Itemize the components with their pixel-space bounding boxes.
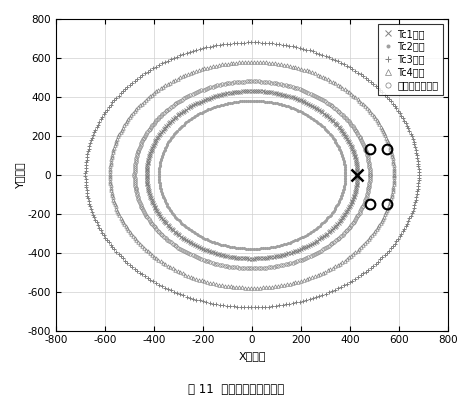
Tc1轨迹 xyxy=(355,172,360,177)
Tc4轨迹 xyxy=(133,238,139,243)
Tc2轨迹 xyxy=(180,222,185,226)
Tc3轨迹 xyxy=(124,260,130,265)
Tc4轨迹 xyxy=(392,172,397,177)
Tc1轨迹 xyxy=(249,89,254,94)
Tc1轨迹 xyxy=(339,216,345,221)
Line: 机器人中心轨迹: 机器人中心轨迹 xyxy=(133,80,371,270)
机器人中心轨迹 xyxy=(249,266,254,271)
Tc2轨迹 xyxy=(342,172,348,177)
机器人中心轨迹 xyxy=(154,227,159,232)
Tc4轨迹 xyxy=(333,264,338,269)
Tc3轨迹 xyxy=(114,249,119,254)
Tc4轨迹 xyxy=(391,170,397,175)
Tc1轨迹 xyxy=(311,240,316,245)
Legend: Tc1轨迹, Tc2轨迹, Tc3轨迹, Tc4轨迹, 机器人中心轨迹: Tc1轨迹, Tc2轨迹, Tc3轨迹, Tc4轨迹, 机器人中心轨迹 xyxy=(378,24,443,95)
Tc4轨迹 xyxy=(132,236,138,241)
Line: Tc1轨迹: Tc1轨迹 xyxy=(145,89,359,260)
机器人中心轨迹 xyxy=(367,172,373,177)
机器人中心轨迹 xyxy=(161,234,167,239)
Tc4轨迹 xyxy=(371,231,377,236)
Tc4轨迹 xyxy=(248,285,254,290)
Tc1轨迹 xyxy=(162,220,168,224)
X-axis label: X－距离: X－距离 xyxy=(238,351,266,361)
Line: Tc2轨迹: Tc2轨迹 xyxy=(157,99,347,250)
Tc2轨迹 xyxy=(172,214,178,219)
机器人中心轨迹 xyxy=(350,221,356,226)
Tc1轨迹 xyxy=(355,172,360,177)
机器人中心轨迹 xyxy=(152,225,158,230)
Tc1轨迹 xyxy=(355,171,360,176)
Tc3轨迹 xyxy=(416,170,421,174)
Tc2轨迹 xyxy=(174,215,179,220)
机器人中心轨迹 xyxy=(318,248,324,253)
Tc4轨迹 xyxy=(143,247,149,252)
Tc4轨迹 xyxy=(248,60,254,64)
Y-axis label: Y－距离: Y－距离 xyxy=(15,162,25,188)
Tc2轨迹 xyxy=(249,98,254,103)
Tc2轨迹 xyxy=(304,232,309,237)
Tc3轨迹 xyxy=(248,305,254,310)
Tc4轨迹 xyxy=(392,172,397,177)
Tc2轨迹 xyxy=(342,172,348,177)
Tc3轨迹 xyxy=(248,40,254,45)
Tc2轨迹 xyxy=(342,171,348,176)
机器人中心轨迹 xyxy=(367,172,373,177)
Tc3轨迹 xyxy=(392,241,397,246)
Tc1轨迹 xyxy=(164,221,169,226)
Tc3轨迹 xyxy=(416,172,421,177)
Line: Tc4轨迹: Tc4轨迹 xyxy=(108,60,396,290)
Tc2轨迹 xyxy=(249,246,254,251)
Tc1轨迹 xyxy=(249,256,254,261)
Tc3轨迹 xyxy=(112,247,117,252)
机器人中心轨迹 xyxy=(367,170,373,175)
Tc3轨迹 xyxy=(347,280,352,284)
Tc1轨迹 xyxy=(170,228,176,233)
机器人中心轨迹 xyxy=(249,79,254,84)
Tc3轨迹 xyxy=(416,172,421,177)
Text: 图 11  机器人圆弧运动轨迹: 图 11 机器人圆弧运动轨迹 xyxy=(188,383,285,396)
Line: Tc3轨迹: Tc3轨迹 xyxy=(84,41,420,309)
Tc2轨迹 xyxy=(329,211,334,216)
